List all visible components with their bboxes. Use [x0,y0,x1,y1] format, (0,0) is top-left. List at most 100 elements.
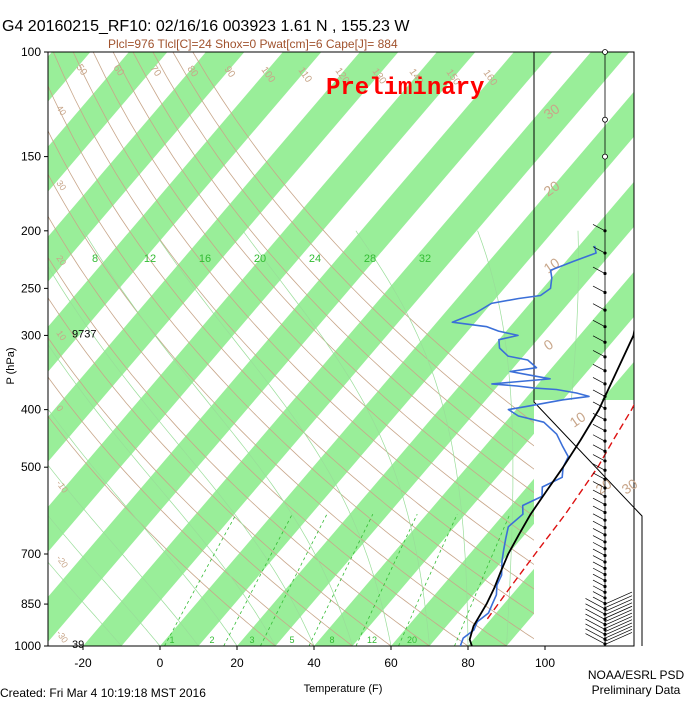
wind-barb [604,595,633,609]
wind-barb-dot [603,510,607,515]
wind-barb [592,434,606,442]
wind-barb-dot [603,632,607,636]
mixing-ratio-line [308,514,374,646]
wind-barb-dot [603,449,607,453]
wind-barb-dot [603,271,607,276]
dry-adiabat [48,129,546,646]
dry-adiabat [48,376,315,646]
wind-barb-dot [603,340,607,344]
wind-barb-dot [603,617,607,621]
moist-adiabat [153,230,392,646]
mixing-ratio-line [355,514,418,646]
y-tick-label: 500 [21,460,41,474]
wind-barb [585,628,606,640]
wind-barb [604,605,633,619]
wind-barb-dot [603,607,607,611]
mixing-ratio-line [260,514,328,646]
wind-barb-dot [603,540,607,544]
mixing-ratio-line [454,514,511,646]
wind-barb [592,573,606,581]
wind-barb-dot [603,601,607,606]
y-tick-label: 700 [21,547,41,561]
y-tick-label: 100 [21,45,41,59]
wind-barb [592,303,606,311]
moist-adiabat [48,514,161,646]
wind-barb [592,585,606,593]
wind-barb [604,602,633,616]
wind-barb-dot [603,578,607,583]
x-tick-label: 100 [535,656,555,670]
isotherm-band [237,181,634,646]
y-tick-label: 150 [21,150,41,164]
wind-barb [585,603,606,615]
y-tick-label: 1000 [14,639,41,653]
wind-barb [592,266,606,274]
moist-adiabat [83,230,353,646]
moist-adiabat-label: 40 [54,103,68,117]
isotherm-band [48,52,245,282]
wind-barb [592,591,606,599]
wind-barb [592,454,606,462]
moist-adiabat [48,265,315,646]
wind-barb [592,497,606,505]
dry-adiabat [48,337,353,646]
wind-barb [604,609,633,622]
wind-barb-dot [603,308,607,312]
barb-mask [534,400,634,646]
wind-barb [592,246,606,254]
wind-barb-dot [603,584,607,589]
height-label: 39 [72,639,84,651]
wind-barb [604,598,633,612]
wind-barb [604,619,633,632]
wind-barb [592,579,606,587]
wind-barb [592,350,606,358]
credit-line-2: Preliminary Data [592,683,681,697]
chart-subtitle: Plcl=976 Tlcl[C]=24 Shox=0 Pwat[cm]=6 Ca… [108,37,398,51]
moist-adiabat-label: 20 [54,253,68,267]
wind-barb [585,623,606,635]
moist-adiabat-label: 30 [54,178,68,192]
wind-barb [592,423,606,431]
wind-barb-dot [603,572,607,577]
wind-barb [585,608,606,620]
wind-barb [592,472,606,480]
wind-barb [592,535,606,543]
dry-adiabat [48,297,392,646]
moist-adiabat [477,230,514,646]
wind-barb [592,548,606,556]
wind-barb-dot [603,547,607,551]
mixing-ratio-label-bottom: 5 [289,635,294,645]
isotherm-band [48,52,476,552]
wind-barb [604,616,633,629]
moist-adiabat [242,230,430,646]
wind-barb [592,567,606,575]
dry-adiabat [48,415,276,646]
isotherm-band [48,52,322,372]
mixing-ratio-label-bottom: 8 [329,635,334,645]
wind-barb-dot [603,382,607,386]
wind-barb-dot [603,394,607,398]
wind-barb-dot [603,429,607,433]
x-tick-label: 0 [157,656,164,670]
wind-barb-dot [603,406,607,410]
wind-barb-dot [603,502,607,507]
wind-barb [604,625,633,639]
dry-adiabat [112,52,634,585]
wind-barb-dot [603,459,607,463]
mixing-ratio-label-bottom: 20 [407,635,417,645]
mixing-ratio-line [398,514,458,646]
calm-wind-marker [602,49,608,55]
moist-adiabat-label: -20 [54,553,70,569]
x-axis-label: Temperature (F) [304,683,383,695]
isotherm-band [83,52,630,646]
moist-adiabat [48,464,199,646]
wind-barb-dot [603,622,607,627]
temperature-trace [468,326,634,646]
wind-barb [592,520,606,528]
wind-barb [585,613,606,625]
wind-barb [592,335,606,343]
wind-barb [592,377,606,385]
wind-barb [604,612,633,626]
